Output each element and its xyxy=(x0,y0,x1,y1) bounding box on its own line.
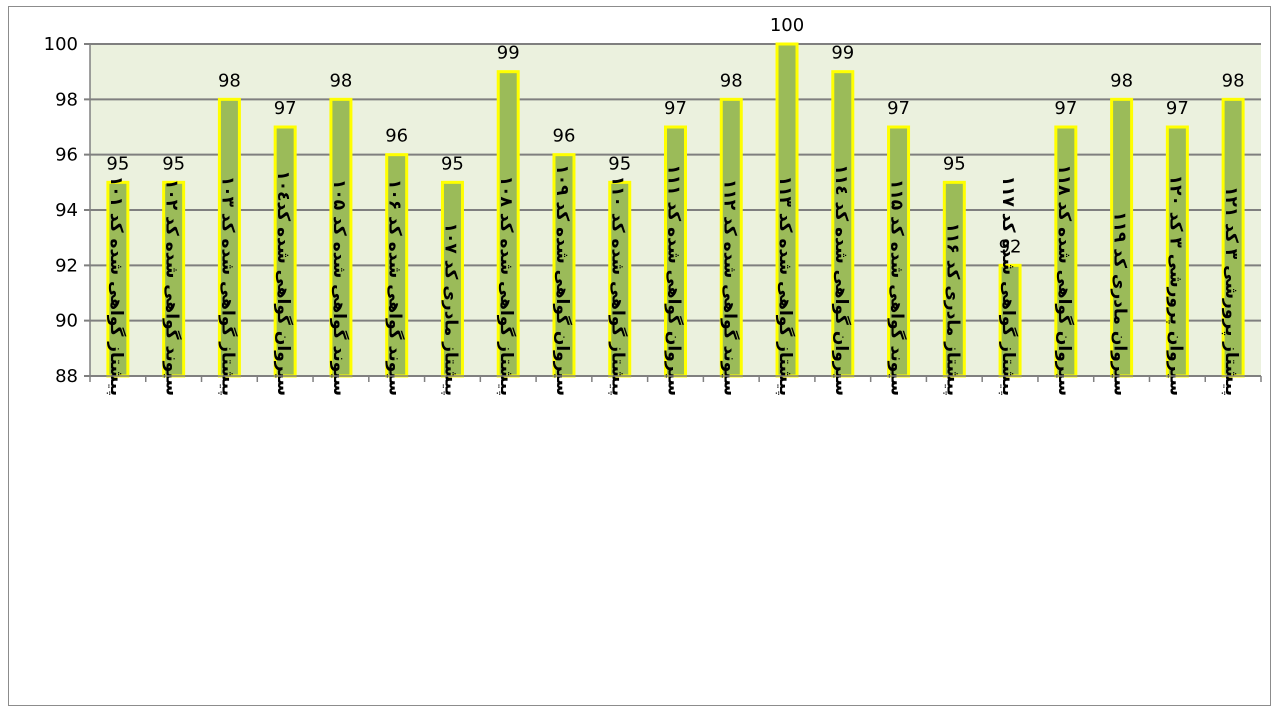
category-label: سیوند گواهی شده کد ۱۱۵ xyxy=(887,179,908,396)
y-tick-label: 100 xyxy=(44,34,78,55)
category-label: پیشتاز پرورشی ۳ کد ۱۲۱ xyxy=(1221,186,1241,396)
data-label: 99 xyxy=(497,43,520,64)
category-label: پیشتاز گواهی شده کد ۱۰۳ xyxy=(217,176,238,396)
data-label: 99 xyxy=(831,43,854,64)
category-label: سیوند گواهی شده کد ۱۰۵ xyxy=(329,179,350,396)
data-label: 95 xyxy=(608,153,631,174)
data-label: 95 xyxy=(106,153,129,174)
data-label: 97 xyxy=(1054,98,1077,119)
chart-frame: 88 90 92 94 96 98 100 95 پیشتاز گواهی شده کد ۱۰۱… xyxy=(8,6,1271,706)
data-label: 97 xyxy=(664,98,687,119)
category-label: پیشتاز گواهی شده کد ۱۱۰ xyxy=(608,176,629,396)
data-label: 98 xyxy=(1110,70,1133,91)
category-label: سیروان گواهی شده کد ۱۱۱ xyxy=(664,164,685,396)
data-label: 98 xyxy=(218,70,241,91)
y-tick-label: 96 xyxy=(55,145,78,166)
data-label: 100 xyxy=(770,15,804,36)
category-label: پیشتاز گواهی شده کد ۱۱۳ xyxy=(775,176,796,396)
data-label: 98 xyxy=(720,70,743,91)
category-label: پیشتاز مادری کد ۱۱۶ xyxy=(942,223,962,396)
category-label: پیشتاز گواهی شده کد ۱۰۸ xyxy=(496,176,517,396)
data-label: 95 xyxy=(943,153,966,174)
data-label: 96 xyxy=(385,126,408,147)
category-label: سیروان پرورشی ۳ کد ۱۲۰ xyxy=(1165,175,1185,396)
category-label: پیشتاز گواهی شده کد ۱۰۱ xyxy=(106,176,127,396)
category-label: سیروان گواهی شده کد ۱۱۸ xyxy=(1054,164,1075,396)
data-label: 97 xyxy=(1166,98,1189,119)
data-label: 97 xyxy=(887,98,910,119)
category-label: پیشتاز مادری کد ۱۰۷ xyxy=(440,223,460,396)
y-tick-label: 90 xyxy=(55,311,78,332)
y-tick-label: 88 xyxy=(55,366,78,387)
category-label: پیشتاز گواهی شده کد ۱۱۷ xyxy=(998,176,1019,396)
data-label: 96 xyxy=(553,126,576,147)
data-label: 92 xyxy=(999,236,1022,257)
data-label: 95 xyxy=(441,153,464,174)
y-tick-label: 94 xyxy=(55,200,78,221)
data-label: 98 xyxy=(329,70,352,91)
category-label: سیوند گواهی شده کد ۱۰۶ xyxy=(385,179,406,396)
category-label: سیوند گواهی شده کد ۱۱۲ xyxy=(719,179,740,396)
data-label: 97 xyxy=(274,98,297,119)
category-label: سیروان گواهی شده کد ۱۰۹ xyxy=(552,164,573,396)
y-tick-label: 98 xyxy=(55,89,78,110)
category-label: سیروان گواهی شده کد ۱۱٤ xyxy=(831,164,852,396)
category-label: سیروان گواهی شده کد۱۰٤ xyxy=(273,170,294,396)
y-tick-label: 92 xyxy=(55,255,78,276)
data-label: 98 xyxy=(1222,70,1245,91)
data-label: 95 xyxy=(162,153,185,174)
category-label: سیروان مادری کد ۱۱۹ xyxy=(1110,211,1130,396)
category-label: سیوند گواهی شده کد ۱۰۲ xyxy=(162,179,183,396)
